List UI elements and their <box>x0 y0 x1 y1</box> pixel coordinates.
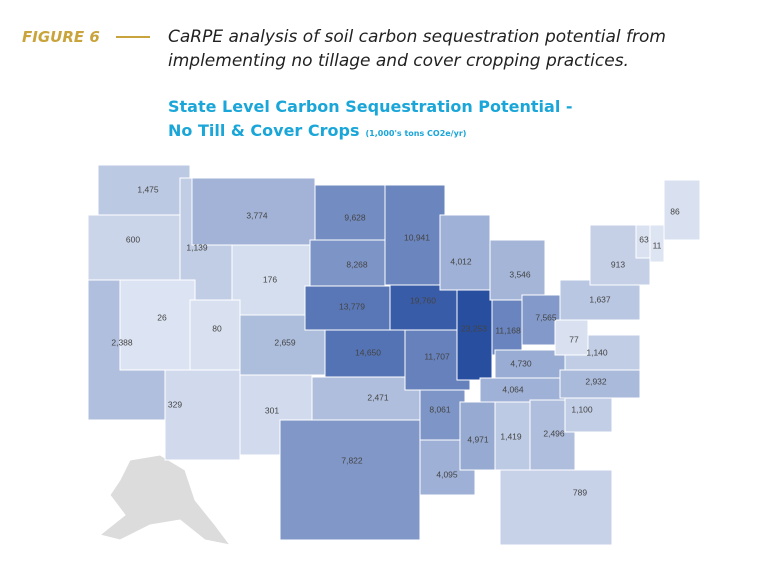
map-title: State Level Carbon Sequestration Potenti… <box>168 97 573 116</box>
state-value: 13,779 <box>339 301 365 311</box>
figure-label: FIGURE 6 <box>22 28 100 46</box>
state-value: 1,100 <box>571 404 593 414</box>
state-value: 8,268 <box>346 259 368 269</box>
headline: implementing no tillage and cover croppi… <box>168 51 629 71</box>
state-value: 63 <box>639 234 649 244</box>
state <box>499 469 613 546</box>
state-value: 2,388 <box>111 337 133 347</box>
state <box>649 224 665 263</box>
state-value: 3,546 <box>509 269 531 279</box>
state <box>564 397 613 433</box>
state <box>279 419 421 541</box>
state-value: 14,650 <box>355 347 381 357</box>
state-value: 2,932 <box>585 376 607 386</box>
state <box>311 376 421 421</box>
state-value: 4,730 <box>510 358 532 368</box>
state-value: 3,774 <box>246 210 268 220</box>
state-value: 8,061 <box>429 404 451 414</box>
state-value: 4,064 <box>502 384 524 394</box>
state-value: 19,760 <box>410 295 436 305</box>
state <box>419 389 466 441</box>
state <box>324 329 411 378</box>
headline: CaRPE analysis of soil carbon sequestrat… <box>168 27 666 47</box>
state-value: 4,012 <box>450 256 472 266</box>
state-value: 600 <box>126 234 140 244</box>
alaska <box>98 454 232 546</box>
state-value: 913 <box>611 259 625 269</box>
state-value: 4,095 <box>436 469 458 479</box>
map-title: No Till & Cover Crops (1,000's tons CO2e/… <box>168 121 466 140</box>
state-value: 11,168 <box>495 325 521 335</box>
state-value: 1,140 <box>586 347 608 357</box>
state <box>456 289 493 381</box>
state-value: 23,253 <box>461 323 487 333</box>
state <box>384 184 446 286</box>
state-value: 9,628 <box>344 212 366 222</box>
state <box>304 285 401 331</box>
state-value: 10,941 <box>404 232 430 242</box>
state-value: 2,471 <box>367 392 389 402</box>
state-value: 11 <box>653 240 662 250</box>
state-value: 789 <box>573 487 587 497</box>
state <box>119 279 196 371</box>
state-value: 7,565 <box>535 312 557 322</box>
states: 1,475 600 2,388 1,139 26 3,774 176 80 2,659 329 30… <box>87 164 701 546</box>
state-value: 329 <box>168 399 182 409</box>
state <box>389 284 458 331</box>
state <box>663 179 701 241</box>
state-value: 1,637 <box>589 294 611 304</box>
state-value: 80 <box>212 323 222 333</box>
state-value: 26 <box>157 312 167 322</box>
state <box>494 401 531 471</box>
state <box>87 214 181 281</box>
state-value: 1,475 <box>137 184 159 194</box>
state <box>309 239 391 289</box>
state-value: 1,139 <box>186 242 208 252</box>
state-value: 86 <box>670 206 680 216</box>
state-value: 2,496 <box>543 428 565 438</box>
state <box>439 214 491 291</box>
state-value: 2,659 <box>274 337 296 347</box>
state <box>559 369 641 399</box>
state-value: 11,707 <box>424 351 450 361</box>
state <box>559 279 641 321</box>
map-title: No Till & Cover Crops <box>168 121 360 140</box>
state <box>479 377 576 403</box>
state <box>491 299 523 356</box>
state-value: 77 <box>569 334 579 344</box>
state-value: 1,419 <box>500 431 522 441</box>
state <box>164 369 241 461</box>
state-value: 7,822 <box>341 455 363 465</box>
state-value: 4,971 <box>467 434 489 444</box>
state <box>191 177 316 246</box>
state <box>314 184 386 241</box>
state <box>459 401 496 471</box>
state <box>489 239 546 301</box>
state <box>189 299 241 376</box>
state-value: 176 <box>263 274 277 284</box>
state-value: 301 <box>265 405 279 415</box>
units: (1,000's tons CO2e/yr) <box>366 129 467 138</box>
